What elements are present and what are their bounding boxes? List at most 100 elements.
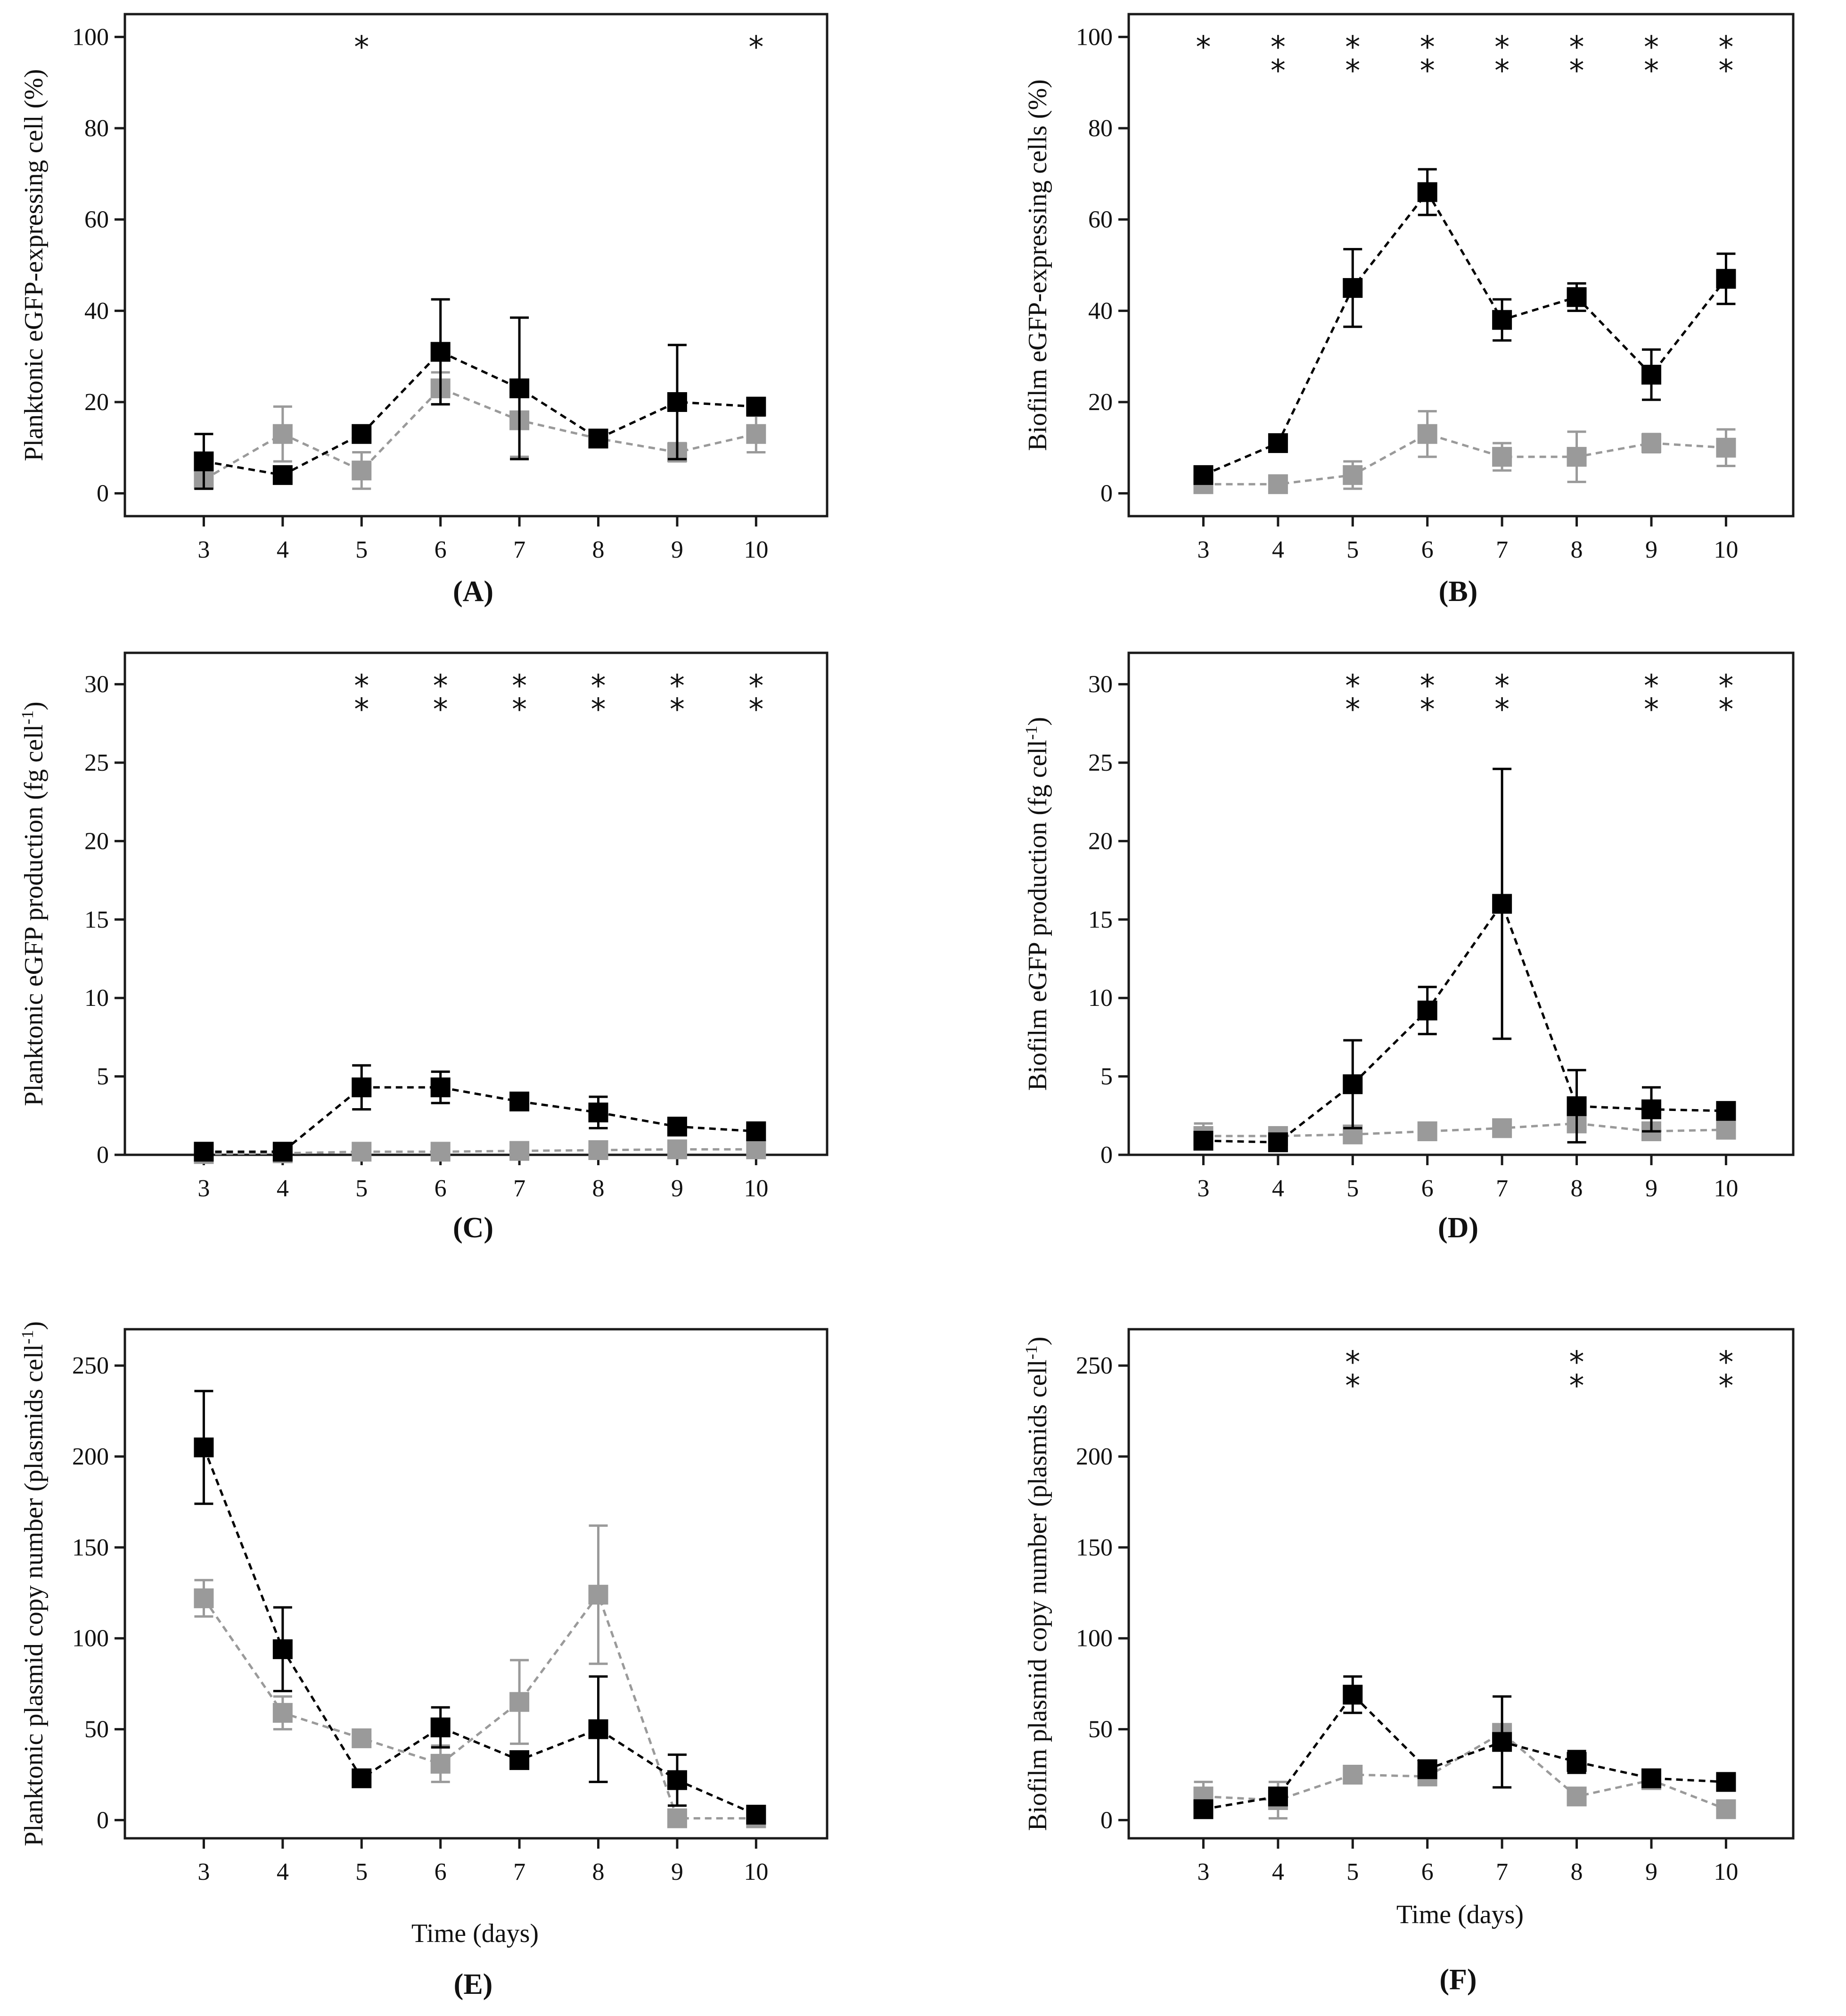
x-tick-label: 6 [435, 1175, 447, 1202]
x-tick-label: 9 [671, 1859, 683, 1885]
y-tick-label: 100 [72, 1625, 109, 1652]
significance-star: * [512, 692, 527, 727]
x-tick-label: 6 [1421, 1175, 1434, 1202]
series-gray-line [1203, 1731, 1727, 1810]
y-tick-label: 20 [84, 389, 109, 416]
data-point [1716, 1799, 1736, 1819]
y-tick-label: 5 [97, 1063, 109, 1090]
y-tick-label: 40 [84, 297, 109, 324]
data-point [1492, 1732, 1512, 1752]
plot-frame [1127, 1328, 1795, 1840]
y-axis-label: Planktonic eGFP-expressing cell (%) [19, 69, 49, 461]
data-point [1417, 182, 1437, 202]
significance-star: * [1718, 692, 1733, 727]
x-tick-label: 4 [1272, 536, 1284, 563]
y-tick-label: 100 [72, 24, 109, 50]
data-point [667, 392, 687, 412]
series-black [194, 298, 766, 490]
y-axis-label: Biofilm plasmid copy number (plasmids ce… [1022, 1337, 1052, 1831]
series-gray [1193, 410, 1736, 494]
data-point [352, 424, 372, 444]
series-black-line [1203, 190, 1727, 477]
significance-star: * [670, 669, 685, 704]
x-tick-label: 7 [513, 1175, 525, 1202]
y-tick-label: 0 [97, 1807, 109, 1834]
data-point [1492, 447, 1512, 467]
series-black-line [203, 350, 756, 477]
chart-panel-f: 0 50 100 150 200 250 3 4 5 6 7 8 9 10 Biofilm plasmid … [1022, 1328, 1795, 1996]
data-point [1193, 465, 1214, 485]
data-point [272, 465, 293, 485]
data-point [667, 1117, 687, 1137]
panel-label: (C) [453, 1212, 493, 1244]
y-tick-label: 20 [1088, 828, 1113, 855]
significance-star: * [1494, 692, 1510, 727]
data-point [194, 1142, 214, 1162]
data-point [272, 1639, 293, 1659]
x-tick-label: 7 [1496, 1859, 1508, 1885]
data-point [588, 428, 608, 449]
y-tick-label: 200 [1076, 1443, 1113, 1470]
significance-star: * [1420, 30, 1435, 65]
data-point [1417, 1759, 1437, 1779]
y-tick-label: 20 [84, 828, 109, 855]
data-point [272, 1142, 293, 1162]
y-tick-label: 50 [84, 1716, 109, 1743]
x-tick-label: 3 [1197, 1859, 1209, 1885]
y-axis-label: Biofilm eGFP production (fg cell-1) [1022, 717, 1052, 1091]
x-tick-label: 10 [1714, 536, 1738, 563]
series-black-line [1203, 901, 1726, 1144]
data-point [1641, 1099, 1661, 1119]
series-black-line [1203, 1693, 1726, 1810]
y-tick-label: 20 [1088, 389, 1113, 416]
x-tick-label: 9 [1645, 1859, 1657, 1885]
significance-star: * [1196, 30, 1211, 65]
y-tick-label: 0 [97, 480, 109, 507]
y-tick-label: 30 [1088, 671, 1113, 698]
y-tick-label: 150 [1076, 1534, 1113, 1561]
significance-star: * [1345, 692, 1360, 727]
significance-star: * [670, 692, 685, 727]
significance-star: * [1569, 1369, 1584, 1404]
significance-star: * [1271, 54, 1286, 89]
significance-star: * [1420, 692, 1435, 727]
data-point [352, 1768, 372, 1788]
data-point [509, 1750, 530, 1770]
data-point [588, 1140, 608, 1160]
y-tick-label: 15 [84, 906, 109, 933]
data-point [1492, 310, 1512, 330]
data-point [1641, 364, 1661, 385]
significance-star: * [512, 669, 527, 704]
y-tick-label: 10 [84, 985, 109, 1012]
significance-star: * [354, 30, 369, 65]
plot-frame [123, 651, 829, 1156]
series-black [194, 1390, 766, 1825]
chart-panel-e: 0 50 100 150 200 250 3 4 5 6 7 8 9 10 Planktonic plasm… [18, 1321, 829, 2000]
data-point [430, 1753, 451, 1774]
plot-frame [123, 13, 829, 518]
x-tick-label: 9 [1645, 1175, 1657, 1202]
data-point [430, 1077, 451, 1097]
significance-star: * [1494, 54, 1510, 89]
y-tick-label: 0 [1100, 1142, 1113, 1168]
y-tick-label: 0 [97, 1142, 109, 1168]
data-point [1268, 1786, 1288, 1807]
x-tick-label: 3 [1197, 1175, 1209, 1202]
x-tick-label: 6 [1421, 536, 1434, 563]
y-axis-label: Planktonic plasmid copy number (plasmids… [18, 1321, 49, 1846]
data-point [1417, 1121, 1437, 1142]
plot-frame [1127, 13, 1795, 518]
significance-star: * [433, 692, 448, 727]
x-tick-label: 4 [277, 1175, 289, 1202]
data-point [1417, 1000, 1437, 1020]
data-point [430, 1142, 451, 1162]
y-tick-label: 50 [1088, 1716, 1113, 1743]
y-tick-label: 15 [1088, 906, 1113, 933]
x-tick-label: 10 [744, 536, 768, 563]
significance-star: * [1644, 54, 1659, 89]
y-tick-label: 25 [84, 749, 109, 776]
data-point [667, 1770, 687, 1790]
data-point [588, 1103, 608, 1123]
significance-star: * [1271, 30, 1286, 65]
